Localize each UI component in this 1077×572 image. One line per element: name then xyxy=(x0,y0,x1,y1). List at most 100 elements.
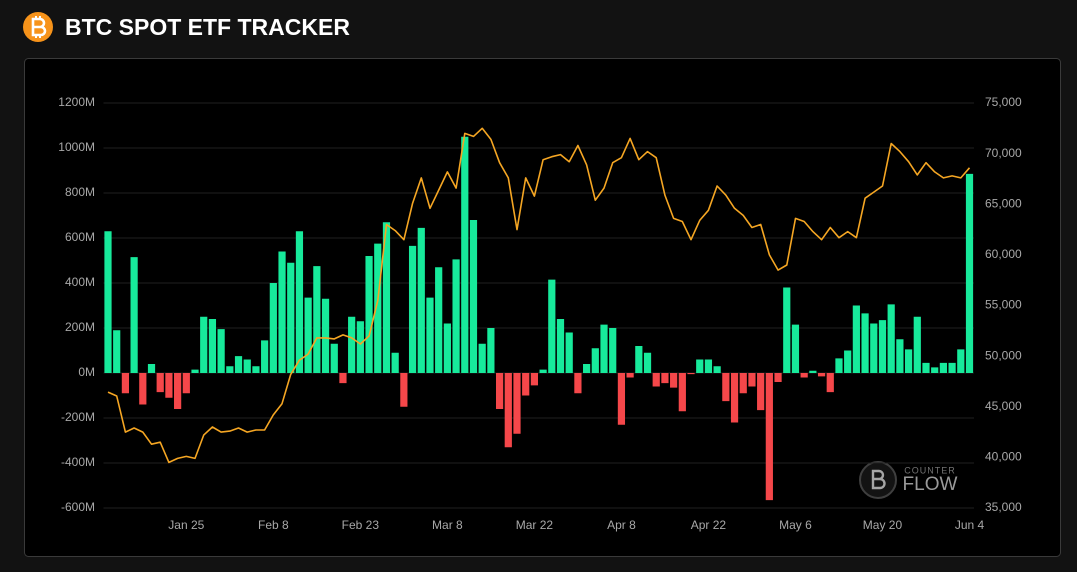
price-line xyxy=(107,127,971,464)
bar xyxy=(826,373,834,393)
x-tick-label: Feb 8 xyxy=(258,518,289,532)
bar xyxy=(965,173,974,373)
x-tick-label: May 20 xyxy=(863,518,903,532)
y2-tick-label: 40,000 xyxy=(985,450,1022,464)
x-tick-label: Apr 22 xyxy=(691,518,727,532)
bar xyxy=(487,328,495,373)
bar xyxy=(957,349,965,373)
y-tick-label: 1000M xyxy=(58,140,95,154)
bar xyxy=(687,373,695,375)
bar xyxy=(495,373,504,409)
bar xyxy=(522,373,530,396)
bar xyxy=(382,222,391,373)
bar xyxy=(870,323,878,373)
bar xyxy=(147,364,156,373)
x-tick-label: Apr 8 xyxy=(607,518,636,532)
bar xyxy=(104,231,112,373)
x-tick-label: Feb 23 xyxy=(342,518,380,532)
bar xyxy=(556,319,565,373)
bar xyxy=(809,370,817,373)
x-tick-label: Mar 22 xyxy=(516,518,554,532)
bar xyxy=(165,373,173,398)
watermark: COUNTER FLOW xyxy=(859,461,958,499)
bar xyxy=(583,364,591,373)
bar xyxy=(226,366,234,373)
y-tick-label: -600M xyxy=(61,500,95,514)
y2-tick-label: 60,000 xyxy=(985,247,1022,261)
bar xyxy=(887,304,895,373)
bar xyxy=(904,349,913,373)
y-tick-label: 1200M xyxy=(58,95,95,109)
y2-tick-label: 65,000 xyxy=(985,196,1022,210)
y-tick-label: 600M xyxy=(65,230,95,244)
bar xyxy=(704,359,713,373)
y2-tick-label: 75,000 xyxy=(985,95,1022,109)
bar xyxy=(400,373,408,407)
bar xyxy=(791,324,800,373)
bar xyxy=(295,231,304,373)
bar xyxy=(330,343,338,373)
bar xyxy=(539,369,547,373)
bar xyxy=(339,373,347,384)
y-tick-label: 800M xyxy=(65,185,95,199)
bar xyxy=(939,362,947,373)
y-tick-label: 200M xyxy=(65,320,95,334)
bar xyxy=(234,356,243,373)
bar xyxy=(844,350,852,373)
bar xyxy=(591,348,599,373)
bar xyxy=(304,297,312,373)
chart-panel xyxy=(24,58,1061,557)
bar xyxy=(530,373,538,386)
bar xyxy=(626,373,634,378)
bar xyxy=(478,343,486,373)
bar xyxy=(113,330,121,373)
y-tick-label: 400M xyxy=(65,275,95,289)
bar xyxy=(252,366,260,373)
bar xyxy=(617,373,626,425)
bar xyxy=(313,266,321,373)
bar xyxy=(922,362,930,373)
bar xyxy=(278,251,286,373)
bar xyxy=(931,367,939,373)
bar xyxy=(269,283,277,373)
bar xyxy=(652,373,660,387)
watermark-top: COUNTER xyxy=(904,465,956,475)
bar xyxy=(191,369,199,373)
bar xyxy=(504,373,512,448)
bar xyxy=(139,373,147,405)
bar xyxy=(565,332,573,373)
bar xyxy=(461,136,469,373)
bar xyxy=(417,227,425,373)
x-tick-label: Jun 4 xyxy=(955,518,985,532)
y2-tick-label: 55,000 xyxy=(985,298,1022,312)
bar xyxy=(765,373,773,501)
bar xyxy=(600,324,608,373)
bar xyxy=(948,362,956,373)
bar xyxy=(678,373,686,412)
x-tick-label: Mar 8 xyxy=(432,518,463,532)
bar xyxy=(261,340,269,373)
bar xyxy=(374,243,382,373)
bar xyxy=(800,373,808,378)
bar xyxy=(182,373,190,394)
y-tick-label: 0M xyxy=(78,365,95,379)
bar xyxy=(426,297,434,373)
bar xyxy=(365,256,373,373)
bar xyxy=(739,373,747,394)
bar xyxy=(748,373,756,387)
bar xyxy=(861,313,869,373)
bar xyxy=(287,262,295,373)
x-tick-label: May 6 xyxy=(779,518,812,532)
bar xyxy=(722,373,730,402)
bar xyxy=(217,329,225,373)
bar xyxy=(200,316,208,373)
bar xyxy=(852,305,860,373)
bar xyxy=(156,373,164,393)
watermark-bottom: FLOW xyxy=(903,474,958,495)
bar xyxy=(896,339,904,373)
bar xyxy=(913,316,921,373)
bar xyxy=(443,323,451,373)
bar xyxy=(548,279,556,373)
